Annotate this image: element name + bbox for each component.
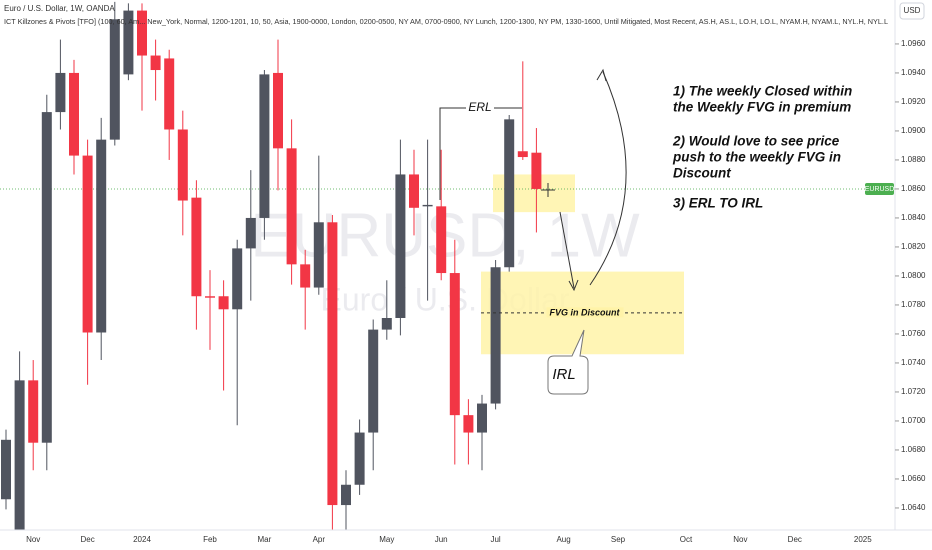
crosshair bbox=[541, 183, 555, 197]
note: the Weekly FVG in premium bbox=[673, 100, 851, 115]
x-tick-label: Sep bbox=[611, 535, 626, 544]
irl-callout bbox=[547, 329, 589, 395]
candle-body bbox=[531, 152, 542, 189]
y-tick-label: 1.0780 bbox=[901, 300, 926, 309]
y-tick-label: 1.0900 bbox=[901, 126, 926, 135]
candle-body bbox=[504, 119, 515, 268]
arrow-head bbox=[568, 279, 579, 292]
candle-body bbox=[259, 74, 270, 218]
candle-body bbox=[69, 72, 79, 156]
candle-body bbox=[109, 19, 120, 140]
y-tick-label: 1.0960 bbox=[901, 39, 926, 48]
y-tick-label: 1.0660 bbox=[901, 474, 926, 483]
candle-body bbox=[164, 58, 175, 130]
x-tick-label: Jun bbox=[435, 535, 448, 544]
candle-body bbox=[327, 222, 338, 506]
candle-body bbox=[96, 139, 107, 333]
candle-body bbox=[300, 264, 311, 288]
candle-body bbox=[354, 432, 365, 485]
candle-body bbox=[286, 148, 297, 265]
candle-body bbox=[477, 403, 487, 433]
candle-body bbox=[517, 151, 528, 158]
candle-body bbox=[28, 380, 39, 443]
y-tick-label: 1.0700 bbox=[901, 416, 926, 425]
y-tick-label: 1.0860 bbox=[901, 184, 926, 193]
note: 1) The weekly Closed within bbox=[673, 84, 852, 99]
x-tick-label: Nov bbox=[733, 535, 747, 544]
candle-body bbox=[55, 72, 66, 113]
y-tick-label: 1.0840 bbox=[901, 213, 926, 222]
candle-body bbox=[177, 129, 188, 201]
x-tick-label: Apr bbox=[313, 535, 326, 544]
y-tick-label: 1.0640 bbox=[901, 503, 926, 512]
note: Discount bbox=[673, 166, 731, 181]
candle-body bbox=[14, 380, 25, 530]
x-tick-label: Nov bbox=[26, 535, 40, 544]
arrow-head bbox=[596, 68, 607, 82]
y-tick-label: 1.0820 bbox=[901, 242, 926, 251]
currency[interactable]: USD bbox=[904, 6, 921, 15]
y-tick-label: 1.0800 bbox=[901, 271, 926, 280]
candle-body bbox=[150, 55, 161, 71]
candle-body bbox=[368, 329, 379, 433]
candle-body bbox=[409, 174, 419, 208]
candle-body bbox=[449, 273, 460, 416]
x-tick-label: Dec bbox=[80, 535, 94, 544]
indicator-label: ICT Killzones & Pivots [TFO] (100, 60, A… bbox=[4, 19, 888, 26]
candle-body bbox=[422, 204, 433, 207]
candle-body bbox=[381, 318, 392, 330]
y-tick-label: 1.0680 bbox=[901, 445, 926, 454]
candle-body bbox=[313, 222, 324, 288]
candle-body bbox=[232, 248, 243, 310]
fvg-label: FVG in Discount bbox=[549, 307, 620, 317]
candle-body bbox=[82, 155, 93, 333]
x-tick-label: May bbox=[379, 535, 394, 544]
candle-body bbox=[273, 72, 283, 149]
candle-body bbox=[123, 10, 134, 75]
x-tick-label: Dec bbox=[788, 535, 802, 544]
candle-body bbox=[490, 267, 501, 404]
y-tick-label: 1.0740 bbox=[901, 358, 926, 367]
irl-label: IRL bbox=[552, 366, 575, 383]
y-tick-label: 1.0920 bbox=[901, 97, 926, 106]
candle-body bbox=[395, 174, 406, 318]
candle-body bbox=[463, 415, 474, 433]
x-tick-label: Feb bbox=[203, 535, 217, 544]
y-tick-label: 1.0720 bbox=[901, 387, 926, 396]
erl-label: ERL bbox=[468, 100, 491, 114]
currency-button[interactable] bbox=[899, 2, 925, 20]
y-tick-label: 1.0940 bbox=[901, 68, 926, 77]
x-tick-label: Jul bbox=[490, 535, 500, 544]
candle-body bbox=[218, 296, 229, 310]
erl-line bbox=[439, 107, 466, 200]
arrow bbox=[559, 211, 575, 289]
x-tick-label: Oct bbox=[680, 535, 693, 544]
candle-body bbox=[245, 217, 256, 249]
x-tick-label: 2024 bbox=[133, 535, 151, 544]
annotations: ERL IRL Euro / U.S. Dollar, 1W, OANDA IC… bbox=[4, 4, 888, 395]
candle-body bbox=[436, 206, 447, 274]
x-tick-label: Aug bbox=[556, 535, 570, 544]
candle-body bbox=[205, 296, 215, 298]
candle-body bbox=[191, 197, 202, 297]
note: push to the weekly FVG in bbox=[672, 150, 841, 165]
symbol-label: EURUSD bbox=[865, 186, 895, 193]
note: 2) Would love to see price bbox=[672, 134, 840, 149]
y-tick-label: 1.0760 bbox=[901, 329, 926, 338]
fvg-label-bg bbox=[546, 307, 624, 318]
x-tick-label: Mar bbox=[258, 535, 272, 544]
candle-body bbox=[341, 484, 351, 506]
note: 3) ERL TO IRL bbox=[673, 196, 763, 211]
candle-body bbox=[137, 10, 147, 56]
candle-body bbox=[41, 112, 52, 443]
chart-title: Euro / U.S. Dollar, 1W, OANDA bbox=[4, 4, 115, 13]
candles bbox=[1, 1, 542, 530]
x-tick-label: 2025 bbox=[854, 535, 872, 544]
candle-body bbox=[1, 439, 11, 500]
arrow bbox=[589, 71, 627, 286]
y-tick-label: 1.0880 bbox=[901, 155, 926, 164]
symbol-price-tag bbox=[865, 182, 894, 195]
